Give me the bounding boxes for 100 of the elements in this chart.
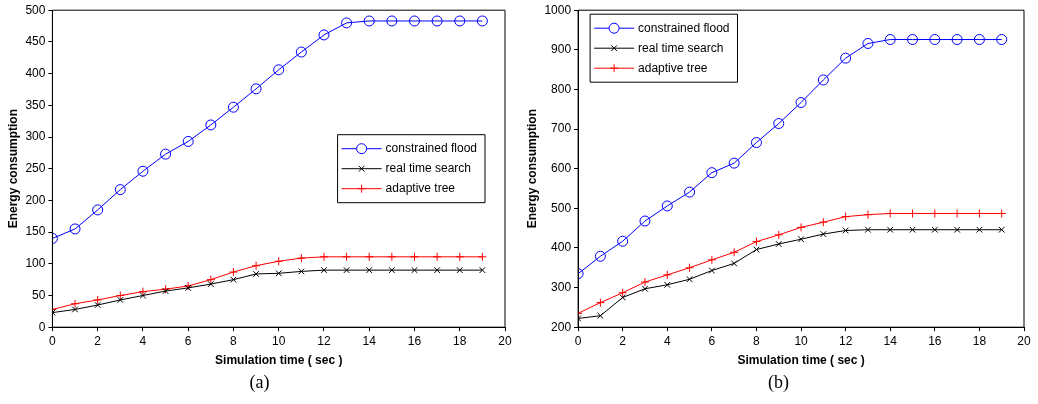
point — [842, 227, 849, 234]
point — [71, 306, 79, 313]
point — [250, 83, 262, 95]
point — [641, 285, 649, 293]
x-tick-label: 12 — [838, 333, 853, 348]
point — [728, 157, 740, 169]
point — [619, 294, 627, 301]
point — [411, 266, 418, 274]
point — [116, 296, 124, 304]
x-tick-label: 14 — [883, 333, 898, 348]
x-tick-label: 0 — [49, 333, 57, 348]
point — [730, 260, 738, 267]
x-tick-label: 2 — [619, 333, 627, 348]
y-tick-label: 100 — [25, 256, 46, 271]
y-tick-label: 0 — [38, 319, 46, 334]
point — [951, 34, 963, 46]
point — [930, 208, 940, 218]
point — [707, 255, 717, 265]
legend-label: real time search — [638, 40, 724, 55]
point — [137, 165, 149, 177]
x-axis-title: Simulation time ( sec ) — [737, 353, 865, 368]
point — [454, 15, 466, 27]
point — [862, 37, 874, 49]
point — [684, 186, 696, 198]
x-tick-label: 12 — [317, 333, 331, 348]
point — [884, 34, 896, 46]
point — [93, 295, 103, 305]
point — [433, 266, 441, 274]
point — [252, 270, 260, 278]
y-tick-label: 500 — [25, 2, 46, 17]
point — [92, 204, 104, 216]
point — [952, 208, 962, 218]
x-tick-label: 10 — [794, 333, 809, 348]
point — [996, 34, 1008, 46]
point — [907, 34, 919, 46]
point — [341, 17, 353, 29]
point — [909, 226, 916, 234]
point — [773, 118, 785, 130]
x-tick-label: 4 — [139, 333, 147, 348]
legend-label: constrained flood — [638, 20, 730, 35]
y-tick-label: 900 — [551, 42, 572, 57]
point — [387, 252, 397, 262]
point — [69, 223, 81, 235]
point — [342, 252, 352, 262]
text: (b) — [767, 372, 790, 393]
y-tick-label: 500 — [551, 200, 572, 215]
y-tick-label: 300 — [551, 279, 572, 294]
point — [296, 253, 306, 263]
y-tick-label: 200 — [25, 192, 46, 207]
y-tick-label: 600 — [551, 161, 572, 176]
point — [706, 167, 718, 179]
y-tick-label: 700 — [551, 121, 572, 136]
point — [973, 34, 985, 46]
point — [365, 266, 373, 274]
point — [729, 247, 739, 257]
point — [388, 266, 396, 274]
point — [663, 281, 671, 289]
point — [456, 266, 464, 274]
point — [364, 252, 374, 262]
point — [931, 226, 939, 234]
x-tick-label: 8 — [230, 333, 238, 348]
point — [841, 212, 851, 222]
point — [274, 256, 284, 266]
y-tick-label: 800 — [551, 81, 572, 96]
point — [750, 137, 762, 149]
point — [139, 292, 147, 299]
point — [661, 200, 673, 212]
point — [275, 269, 283, 277]
point — [182, 135, 194, 147]
point — [751, 237, 761, 247]
x-tick-label: 20 — [498, 333, 512, 348]
point — [640, 277, 650, 287]
x-tick-label: 4 — [663, 333, 671, 348]
point — [409, 252, 419, 262]
legend-label: real time search — [385, 161, 471, 176]
point — [476, 15, 488, 27]
x-tick-label: 14 — [362, 333, 377, 348]
point — [386, 15, 398, 27]
point — [251, 261, 261, 271]
point — [817, 74, 829, 86]
x-tick-label: 18 — [453, 333, 467, 348]
point — [230, 276, 237, 283]
text: (a) — [248, 372, 271, 393]
point — [864, 226, 872, 234]
y-tick-label: 250 — [25, 161, 46, 176]
x-tick-label: 6 — [708, 333, 716, 348]
y-tick-label: 350 — [25, 97, 46, 112]
legend-label: adaptive tree — [385, 181, 456, 196]
point — [408, 15, 420, 27]
point — [797, 235, 805, 243]
y-tick-label: 150 — [25, 224, 46, 239]
y-axis-title: Energy consumption — [524, 109, 539, 229]
y-axis-title: Energy consumption — [5, 109, 20, 229]
point — [818, 217, 828, 227]
point — [114, 184, 126, 196]
point — [455, 252, 465, 262]
point — [820, 230, 827, 238]
point — [863, 210, 873, 220]
point — [976, 226, 983, 234]
legend-label: constrained flood — [385, 141, 478, 156]
